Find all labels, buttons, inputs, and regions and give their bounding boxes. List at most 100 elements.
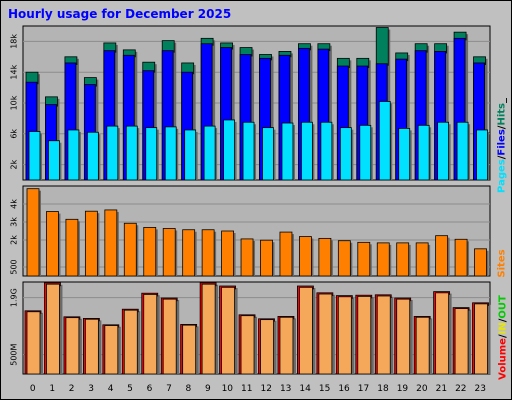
sites-bar: [260, 239, 273, 277]
volume-out-bar: [260, 319, 274, 375]
chart-title: Hourly usage for December 2025: [8, 7, 232, 21]
pages-bar: [398, 128, 411, 181]
pages-bar: [145, 127, 158, 181]
volume-out-bar: [240, 315, 255, 375]
sites-bar: [396, 242, 410, 277]
pages-bar: [417, 124, 430, 181]
x-tick-label: 4: [108, 384, 114, 394]
sites-bar: [415, 242, 429, 277]
pages-bar: [28, 131, 41, 181]
volume-out-bar: [337, 296, 352, 375]
volume-out-bar: [201, 283, 216, 375]
x-tick-label: 17: [358, 384, 369, 394]
volume-out-bar: [415, 316, 430, 375]
legend-bottom: Volume/IN/OUT: [497, 295, 509, 380]
pages-bar: [223, 119, 235, 181]
legend-sites: Sites: [496, 249, 508, 278]
y-tick-label: 4k: [10, 199, 19, 209]
volume-out-bar: [182, 324, 197, 375]
y-tick-label: 10k: [10, 95, 19, 110]
pages-bar: [67, 129, 80, 181]
pages-bar: [106, 125, 119, 181]
x-tick-label: 10: [222, 384, 234, 394]
y-tick-label: 500M: [10, 343, 19, 365]
volume-out-bar: [221, 286, 235, 375]
pages-bar: [476, 129, 488, 181]
volume-out-bar: [454, 308, 469, 375]
pages-bar: [48, 140, 60, 181]
x-tick-label: 14: [299, 384, 311, 394]
pages-bar: [320, 121, 333, 181]
volume-out-bar: [162, 298, 177, 375]
volume-out-bar: [396, 298, 411, 375]
x-tick-label: 1: [49, 384, 55, 394]
pages-bar: [339, 127, 352, 181]
x-tick-label: 15: [319, 384, 330, 394]
panel-2-background: [22, 185, 491, 277]
sites-bar: [357, 241, 371, 277]
y-tick-label: 2k: [10, 159, 19, 169]
y-tick-label: 14k: [10, 64, 19, 79]
sites-bar: [221, 230, 234, 277]
sites-bar: [162, 228, 176, 277]
sites-bar: [65, 218, 79, 277]
y-tick-label: 2k: [10, 235, 19, 245]
x-tick-label: 22: [455, 384, 466, 394]
x-tick-label: 20: [416, 384, 428, 394]
x-tick-label: 13: [280, 384, 291, 394]
volume-out-bar: [318, 293, 333, 375]
x-tick-label: 18: [377, 384, 389, 394]
volume-out-bar: [474, 303, 488, 375]
y-tick-label: 500: [10, 259, 19, 274]
y-tick-label: 18k: [10, 34, 19, 49]
pages-bar: [203, 125, 216, 181]
sites-bar: [201, 229, 215, 277]
sites-bar: [454, 238, 468, 277]
volume-out-bar: [104, 325, 119, 375]
x-tick-label: 9: [205, 384, 211, 394]
x-tick-label: 0: [30, 384, 36, 394]
pages-bar: [359, 124, 372, 181]
x-tick-label: 6: [147, 384, 153, 394]
pages-bar: [184, 129, 197, 181]
sites-bar: [46, 211, 59, 277]
legend-out: OUT: [497, 295, 509, 319]
pages-bar: [262, 127, 274, 181]
legend-in: IN: [497, 322, 509, 335]
legend-mid: Sites: [497, 234, 508, 294]
pages-bar: [164, 126, 177, 181]
x-tick-label: 8: [186, 384, 192, 394]
sites-bar: [143, 226, 157, 277]
legend-hits: Hits: [496, 103, 508, 126]
volume-out-bar: [143, 294, 158, 375]
volume-out-bar: [299, 286, 313, 375]
sites-bar: [376, 242, 390, 277]
x-tick-label: 12: [261, 384, 272, 394]
x-tick-label: 7: [166, 384, 172, 394]
x-tick-label: 21: [436, 384, 447, 394]
sites-bar: [474, 248, 487, 277]
legend-files: Files: [496, 129, 508, 156]
volume-out-bar: [435, 292, 450, 375]
pages-bar: [86, 131, 99, 181]
sites-bar: [337, 240, 351, 277]
volume-out-bar: [65, 317, 80, 375]
sites-bar: [26, 188, 40, 277]
sites-bar: [182, 229, 196, 277]
pages-bar: [242, 121, 255, 181]
pages-bar: [456, 121, 469, 181]
pages-bar: [437, 121, 450, 181]
sites-bar: [84, 210, 98, 277]
y-tick-label: 3k: [10, 217, 19, 227]
sites-bar: [299, 236, 312, 277]
legend-pages: Pages: [496, 159, 508, 193]
volume-out-bar: [123, 309, 138, 375]
pages-bar: [125, 125, 138, 181]
pages-bar: [281, 122, 294, 181]
volume-out-bar: [357, 295, 372, 375]
volume-out-bar: [279, 316, 294, 375]
pages-bar: [301, 121, 313, 181]
x-tick-label: 23: [475, 384, 486, 394]
volume-out-bar: [84, 318, 99, 375]
